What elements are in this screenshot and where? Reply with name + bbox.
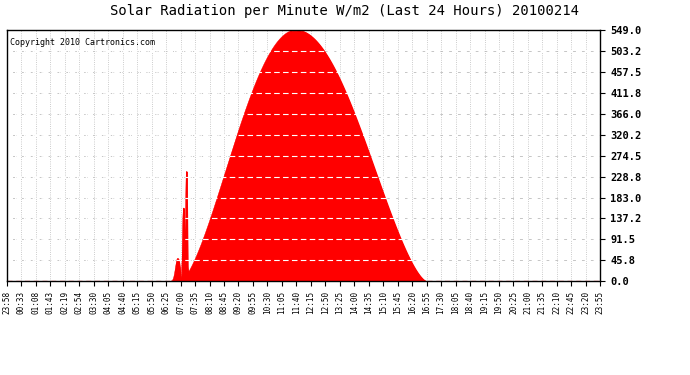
Text: Solar Radiation per Minute W/m2 (Last 24 Hours) 20100214: Solar Radiation per Minute W/m2 (Last 24… bbox=[110, 4, 580, 18]
Text: Copyright 2010 Cartronics.com: Copyright 2010 Cartronics.com bbox=[10, 38, 155, 46]
